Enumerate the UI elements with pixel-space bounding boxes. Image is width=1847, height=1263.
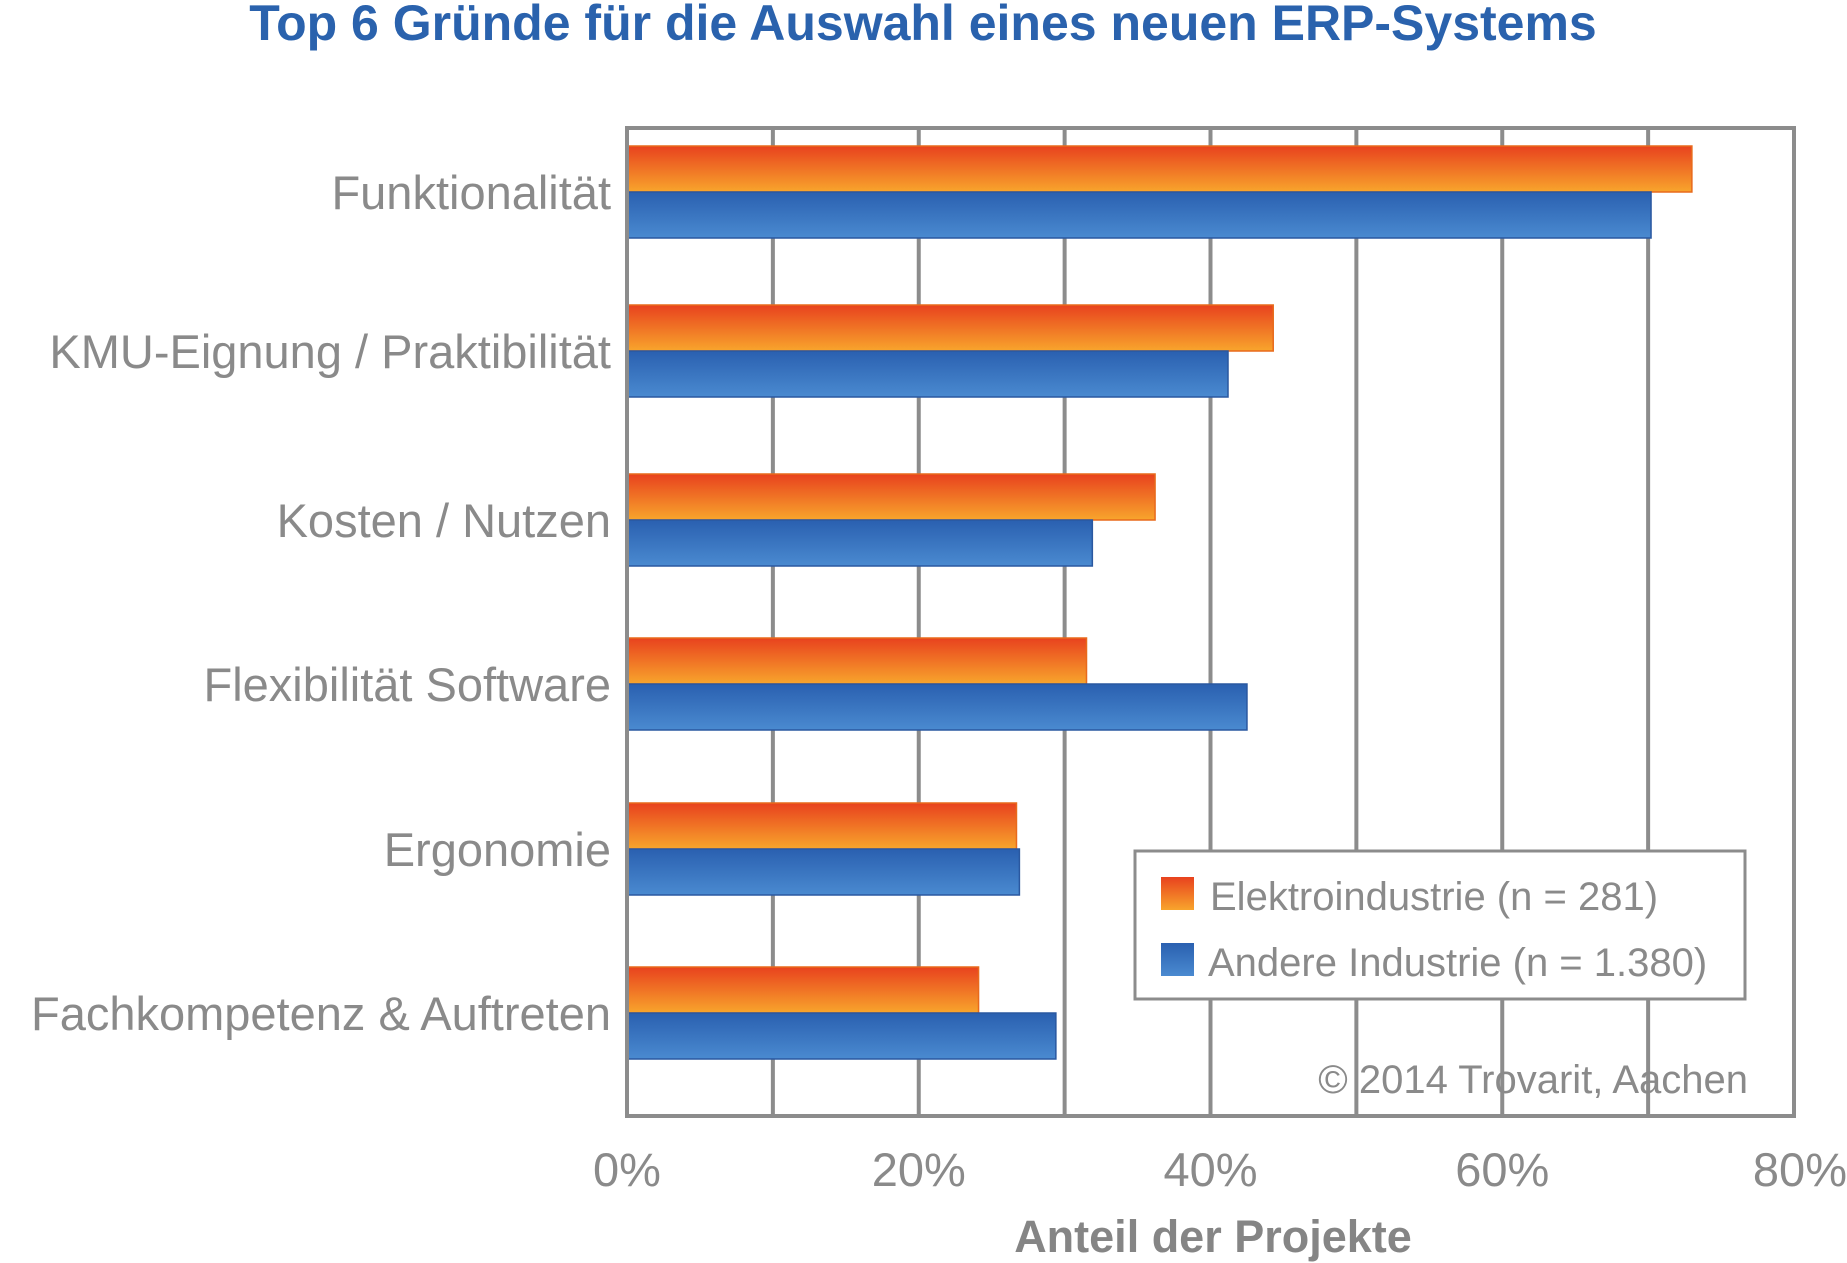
bar-andere-industrie-kmu-eignung-praktibilitaet xyxy=(626,350,1229,398)
x-axis-label: Anteil der Projekte xyxy=(1014,1211,1412,1262)
legend-swatch-elektroindustrie xyxy=(1161,877,1194,910)
x-tick-labels: 0% 20% 40% 60% 80% xyxy=(593,1143,1847,1196)
bar-andere-industrie-funktionalitaet xyxy=(626,191,1652,239)
category-label-flexibilitaet-software: Flexibilität Software xyxy=(204,658,612,711)
x-tick-label-80: 80% xyxy=(1753,1143,1847,1196)
category-label-ergonomie: Ergonomie xyxy=(384,823,611,876)
bar-andere-industrie-flexibilitaet-software xyxy=(626,683,1248,731)
bar-elektroindustrie-ergonomie xyxy=(626,802,1018,850)
legend: Elektroindustrie (n = 281) Andere Indust… xyxy=(1133,849,1747,1001)
x-tick-label-20: 20% xyxy=(872,1143,966,1196)
copyright-annotation: © 2014 Trovarit, Aachen xyxy=(1318,1058,1748,1102)
bar-elektroindustrie-funktionalitaet xyxy=(626,145,1693,193)
bar-elektroindustrie-kosten-nutzen xyxy=(626,473,1156,521)
legend-label-andere-industrie: Andere Industrie (n = 1.380) xyxy=(1208,941,1707,985)
category-label-kosten-nutzen: Kosten / Nutzen xyxy=(277,494,611,547)
x-tick-label-0: 0% xyxy=(593,1143,661,1196)
legend-swatch-andere-industrie xyxy=(1161,943,1194,976)
chart-title: Top 6 Gründe für die Auswahl eines neuen… xyxy=(249,0,1597,51)
bar-elektroindustrie-flexibilitaet-software xyxy=(626,637,1088,685)
bar-andere-industrie-kosten-nutzen xyxy=(626,519,1094,567)
bars xyxy=(626,145,1693,1060)
category-label-funktionalitaet: Funktionalität xyxy=(331,166,611,219)
category-labels: Funktionalität KMU-Eignung / Praktibilitä… xyxy=(31,166,611,1040)
x-tick-label-40: 40% xyxy=(1163,1143,1257,1196)
x-tick-label-60: 60% xyxy=(1455,1143,1549,1196)
gridlines xyxy=(770,128,1651,1116)
plot-frame xyxy=(625,126,1796,1118)
bar-elektroindustrie-fachkompetenz-und-auftreten xyxy=(626,966,980,1014)
legend-label-elektroindustrie: Elektroindustrie (n = 281) xyxy=(1210,875,1658,919)
bar-andere-industrie-fachkompetenz-und-auftreten xyxy=(626,1012,1057,1060)
category-label-kmu-eignung-praktibilitaet: KMU-Eignung / Praktibilität xyxy=(49,325,611,378)
bar-andere-industrie-ergonomie xyxy=(626,848,1021,896)
legend-box xyxy=(1133,849,1747,1001)
bar-elektroindustrie-kmu-eignung-praktibilitaet xyxy=(626,304,1274,352)
category-label-fachkompetenz-und-auftreten: Fachkompetenz & Auftreten xyxy=(31,987,611,1040)
